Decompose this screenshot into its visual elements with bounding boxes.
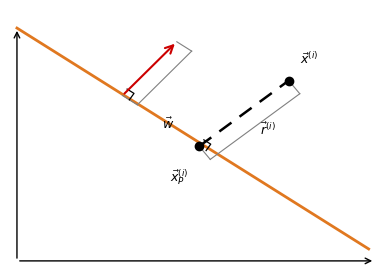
Text: $\vec{x}^{(i)}$: $\vec{x}^{(i)}$ bbox=[300, 52, 319, 68]
Text: $\vec{x}_P^{(i)}$: $\vec{x}_P^{(i)}$ bbox=[171, 167, 189, 187]
Text: $\vec{r}^{(i)}$: $\vec{r}^{(i)}$ bbox=[260, 121, 276, 138]
Text: $\vec{w}$: $\vec{w}$ bbox=[162, 117, 174, 132]
